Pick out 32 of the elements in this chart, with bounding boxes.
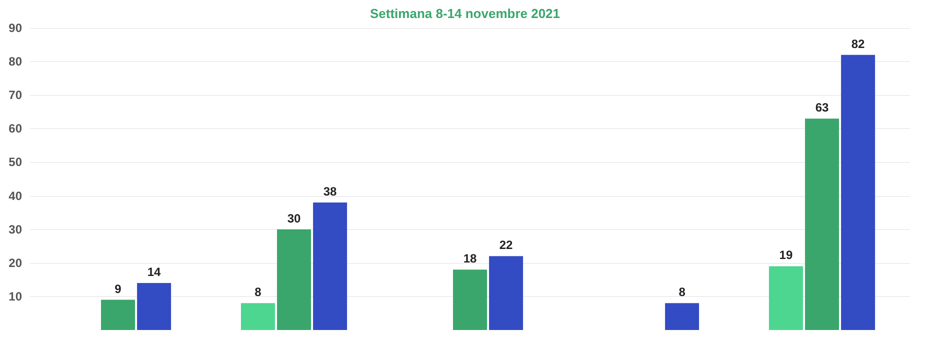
data-label: 8 <box>678 285 686 300</box>
data-label: 63 <box>815 100 829 115</box>
bar <box>277 229 311 330</box>
bar <box>805 118 839 330</box>
data-label: 14 <box>147 265 162 280</box>
y-tick-label: 70 <box>8 88 22 102</box>
data-label: 18 <box>463 252 477 266</box>
data-label: 8 <box>254 285 262 300</box>
data-label: 19 <box>779 248 793 262</box>
bar <box>768 266 803 330</box>
y-tick-label: 90 <box>8 21 22 35</box>
chart-title: Settimana 8-14 novembre 2021 <box>370 6 560 21</box>
y-tick-label: 50 <box>8 155 22 170</box>
bar <box>101 300 135 330</box>
data-label: 30 <box>287 211 301 226</box>
bar <box>665 303 700 330</box>
y-tick-label: 20 <box>8 256 22 270</box>
y-tick-label: 10 <box>8 289 22 304</box>
bar <box>240 303 275 330</box>
y-tick-label: 80 <box>8 54 22 69</box>
y-tick-label: 40 <box>8 188 22 203</box>
y-tick-label: 60 <box>8 122 22 136</box>
y-tick-label: 30 <box>8 222 22 236</box>
bar <box>841 54 876 330</box>
data-label: 82 <box>851 36 866 51</box>
data-label: 9 <box>114 282 122 296</box>
bar <box>313 202 348 330</box>
bar <box>453 270 487 330</box>
data-label: 38 <box>323 184 338 198</box>
bar <box>137 283 172 330</box>
data-label: 22 <box>499 238 514 252</box>
bar <box>489 256 524 330</box>
